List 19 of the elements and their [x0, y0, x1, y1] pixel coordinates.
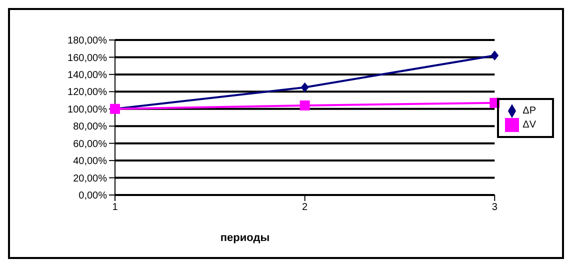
point [300, 82, 309, 92]
x-axis-title: периоды [219, 232, 271, 244]
y-tick-label: 60,00% [73, 138, 108, 150]
y-tick-label: 120,00% [68, 87, 108, 98]
legend-label: ΔP [522, 105, 536, 116]
y-tick-label: 140,00% [68, 70, 108, 81]
y-tick-label: 180,00% [68, 36, 108, 47]
y-tick-label: 20,00% [73, 173, 108, 184]
y-tick-label: 160,00% [68, 52, 108, 64]
x-tick-label: 1 [112, 202, 118, 214]
y-tick-label: 80,00% [73, 122, 108, 133]
legend-label: ΔV [522, 119, 536, 130]
y-tick-label: 40,00% [73, 156, 108, 168]
point [490, 50, 499, 60]
x-tick-label: 3 [492, 202, 498, 214]
x-tick-label: 2 [302, 202, 308, 214]
y-tick-label: 0,00% [78, 190, 108, 202]
point [300, 100, 310, 110]
y-tick-label: 100,00% [68, 104, 108, 116]
